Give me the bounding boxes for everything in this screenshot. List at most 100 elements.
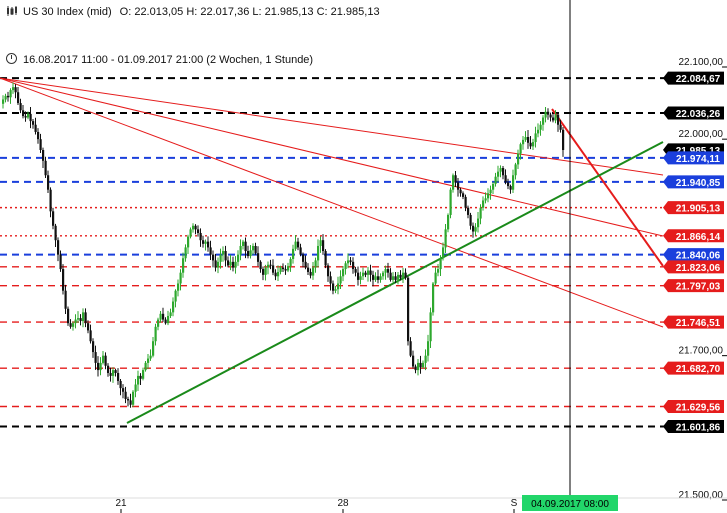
candle-body — [347, 260, 350, 264]
candle-body — [102, 355, 105, 363]
candle-body — [184, 247, 187, 259]
candle-body — [202, 240, 205, 244]
candle-body — [67, 308, 70, 324]
candle-body — [372, 274, 375, 280]
candle-body — [44, 160, 47, 176]
candle-body — [72, 323, 75, 327]
candle-body — [452, 175, 455, 190]
price-tag-label: 21.746,51 — [676, 318, 721, 329]
candle-body — [457, 182, 460, 190]
price-level-tag: 21.746,51 — [663, 315, 724, 329]
date-range: 16.08.2017 11:00 - 01.09.2017 21:00 (2 W… — [6, 53, 313, 66]
candle-body — [262, 269, 265, 275]
candle-body — [77, 318, 80, 320]
candle-body — [424, 355, 427, 363]
candle-body — [554, 114, 557, 121]
candle-body — [357, 272, 360, 280]
candle-body — [559, 124, 562, 130]
price-tag-shape — [663, 400, 724, 414]
price-levels — [0, 77, 665, 428]
candle-body — [432, 283, 435, 313]
candle-body — [392, 276, 395, 280]
candle-body — [112, 370, 115, 376]
candle-body — [349, 260, 352, 262]
candle-body — [517, 153, 520, 165]
crosshair-time-tag-bg — [522, 495, 618, 511]
candle-body — [397, 274, 400, 280]
candle-body — [454, 175, 457, 183]
candle-body — [367, 270, 370, 275]
price-tag-shape — [663, 201, 724, 215]
trend-line — [0, 77, 664, 176]
candle-body — [382, 272, 385, 277]
candle-body — [422, 362, 425, 368]
candle-body — [314, 260, 317, 268]
trend-line — [551, 108, 664, 267]
price-level-tag: 22.084,67 — [663, 71, 724, 85]
candle-body — [174, 290, 177, 302]
crosshair-time-tag: 04.09.2017 08:00 — [522, 495, 618, 511]
candle-body — [142, 370, 145, 379]
candle-body — [62, 269, 65, 291]
candle-body — [362, 272, 365, 277]
candle-body — [302, 254, 305, 262]
candle-body — [287, 266, 290, 271]
price-tag-label: 22.036,26 — [676, 109, 721, 120]
candle-body — [219, 254, 222, 262]
candle-body — [74, 319, 77, 324]
candle-body — [247, 251, 250, 257]
candle-body — [47, 175, 50, 190]
y-tick-label: 21.500,00 — [679, 490, 724, 501]
candle-body — [164, 319, 167, 324]
price-level-tag: 21.840,06 — [663, 248, 724, 262]
candle-body — [182, 258, 185, 273]
candle-body — [172, 301, 175, 313]
candle-body — [97, 362, 100, 371]
candles — [2, 82, 565, 408]
trend-line — [0, 77, 664, 237]
candle-body — [352, 261, 355, 270]
candle-body — [134, 384, 137, 392]
candle-body — [309, 271, 312, 276]
candle-body — [344, 263, 347, 270]
candle-body — [427, 341, 430, 356]
price-tag-shape — [663, 315, 724, 329]
candle-body — [259, 261, 262, 270]
candle-body — [547, 111, 550, 115]
candle-body — [17, 92, 20, 104]
price-tag-label: 21.905,13 — [676, 204, 721, 215]
price-tag-label: 21.601,86 — [676, 422, 721, 433]
candle-body — [49, 189, 52, 212]
candle-body — [87, 323, 90, 331]
candle-body — [337, 283, 340, 290]
candle-body — [329, 276, 332, 284]
candle-body — [389, 272, 392, 280]
candlestick-icon — [6, 6, 18, 16]
candle-body — [434, 272, 437, 284]
candle-body — [374, 276, 377, 280]
candle-body — [19, 103, 22, 111]
price-tag-label: 21.629,56 — [676, 403, 721, 414]
candle-body — [429, 312, 432, 342]
price-tag-shape — [663, 248, 724, 262]
candle-body — [342, 269, 345, 277]
candle-body — [549, 114, 552, 118]
candle-body — [122, 388, 125, 392]
candle-body — [527, 137, 530, 143]
candle-body — [479, 207, 482, 219]
candle-body — [54, 225, 57, 241]
candle-body — [274, 272, 277, 277]
candle-body — [514, 164, 517, 176]
candle-body — [217, 261, 220, 268]
candle-body — [192, 225, 195, 230]
candle-body — [377, 276, 380, 280]
candle-body — [114, 370, 117, 373]
candle-body — [499, 168, 502, 172]
candle-body — [472, 225, 475, 232]
candle-body — [144, 362, 147, 371]
candle-body — [412, 355, 415, 367]
candle-body — [132, 391, 135, 405]
chart-header: US 30 Index (mid) O: 22.013,05 H: 22.017,… — [6, 6, 380, 18]
candle-body — [402, 272, 405, 278]
